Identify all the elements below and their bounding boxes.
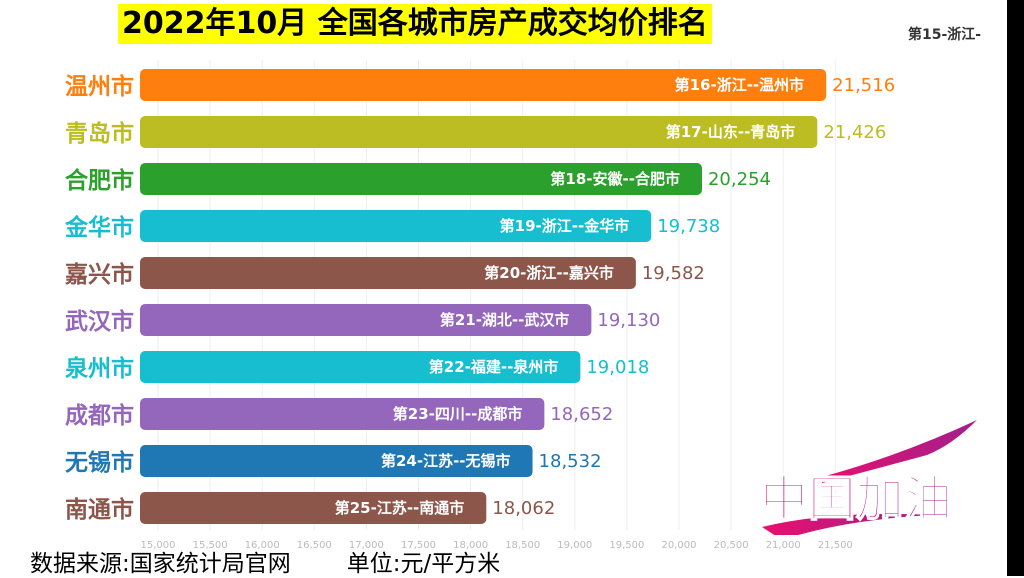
value-label: 18,532 xyxy=(539,451,602,472)
unit-label: 单位:元/平方米 xyxy=(346,551,501,577)
x-tick-label: 19,000 xyxy=(557,540,592,551)
cheer-logo: 中国加油 xyxy=(759,420,977,535)
x-tick-label: 20,500 xyxy=(714,540,749,551)
category-label: 武汉市 xyxy=(65,308,134,335)
x-tick-label: 15,500 xyxy=(193,540,228,551)
data-source: 数据来源:国家统计局官网 xyxy=(30,551,291,577)
x-tick-label: 21,500 xyxy=(818,540,853,551)
bar-label: 第21-湖北--武汉市 xyxy=(440,311,570,329)
bar xyxy=(140,304,592,336)
x-tick-label: 15,000 xyxy=(141,540,176,551)
category-label: 金华市 xyxy=(64,214,134,241)
bar xyxy=(140,163,702,195)
category-label: 南通市 xyxy=(65,496,134,523)
bar xyxy=(140,210,652,242)
x-tick-label: 16,000 xyxy=(245,540,280,551)
category-label: 成都市 xyxy=(65,402,134,429)
value-label: 21,426 xyxy=(823,122,886,143)
x-tick-label: 17,000 xyxy=(349,540,384,551)
bar-label: 第24-江苏--无锡市 xyxy=(381,452,511,470)
category-label: 合肥市 xyxy=(65,167,134,194)
bar xyxy=(140,351,581,383)
value-label: 18,062 xyxy=(492,498,555,519)
value-label: 19,582 xyxy=(642,263,705,284)
bar-label: 第22-福建--泉州市 xyxy=(429,358,559,376)
category-label: 无锡市 xyxy=(65,449,134,476)
bar-label: 第25-江苏--南通市 xyxy=(335,499,465,517)
bar-label: 第23-四川--成都市 xyxy=(393,405,523,423)
x-tick-label: 19,500 xyxy=(609,540,644,551)
value-label: 18,652 xyxy=(550,404,613,425)
category-label: 温州市 xyxy=(65,73,134,100)
category-label: 青岛市 xyxy=(65,120,134,147)
black-edge xyxy=(1007,0,1024,576)
bar-label: 第20-浙江--嘉兴市 xyxy=(484,264,614,282)
x-tick-label: 16,500 xyxy=(297,540,332,551)
bar xyxy=(140,69,827,101)
bar xyxy=(140,257,636,289)
bar xyxy=(140,492,487,524)
x-tick-label: 17,500 xyxy=(401,540,436,551)
value-label: 21,516 xyxy=(832,75,895,96)
value-label: 19,738 xyxy=(657,216,720,237)
x-tick-label: 18,500 xyxy=(505,540,540,551)
x-tick-label: 21,000 xyxy=(766,540,801,551)
bar-label: 第19-浙江--金华市 xyxy=(500,217,630,235)
bar xyxy=(140,445,533,477)
footer: 数据来源:国家统计局官网 单位:元/平方米 xyxy=(30,544,556,578)
x-tick-label: 20,000 xyxy=(662,540,697,551)
x-tick-label: 18,000 xyxy=(453,540,488,551)
value-label: 20,254 xyxy=(708,169,771,190)
bar-label: 第17-山东--青岛市 xyxy=(666,123,796,141)
category-label: 泉州市 xyxy=(65,355,134,382)
bar-label: 第18-安徽--合肥市 xyxy=(550,170,680,188)
value-label: 19,018 xyxy=(586,357,649,378)
svg-text:中国加油: 中国加油 xyxy=(760,471,952,527)
value-label: 19,130 xyxy=(597,310,660,331)
next-rank-label: 第15-浙江- xyxy=(908,27,982,43)
bar xyxy=(140,116,818,148)
bar-label: 第16-浙江--温州市 xyxy=(675,76,805,94)
category-label: 嘉兴市 xyxy=(65,261,134,288)
bar xyxy=(140,398,545,430)
chart-title: 2022年10月 全国各城市房产成交均价排名 xyxy=(118,4,712,44)
